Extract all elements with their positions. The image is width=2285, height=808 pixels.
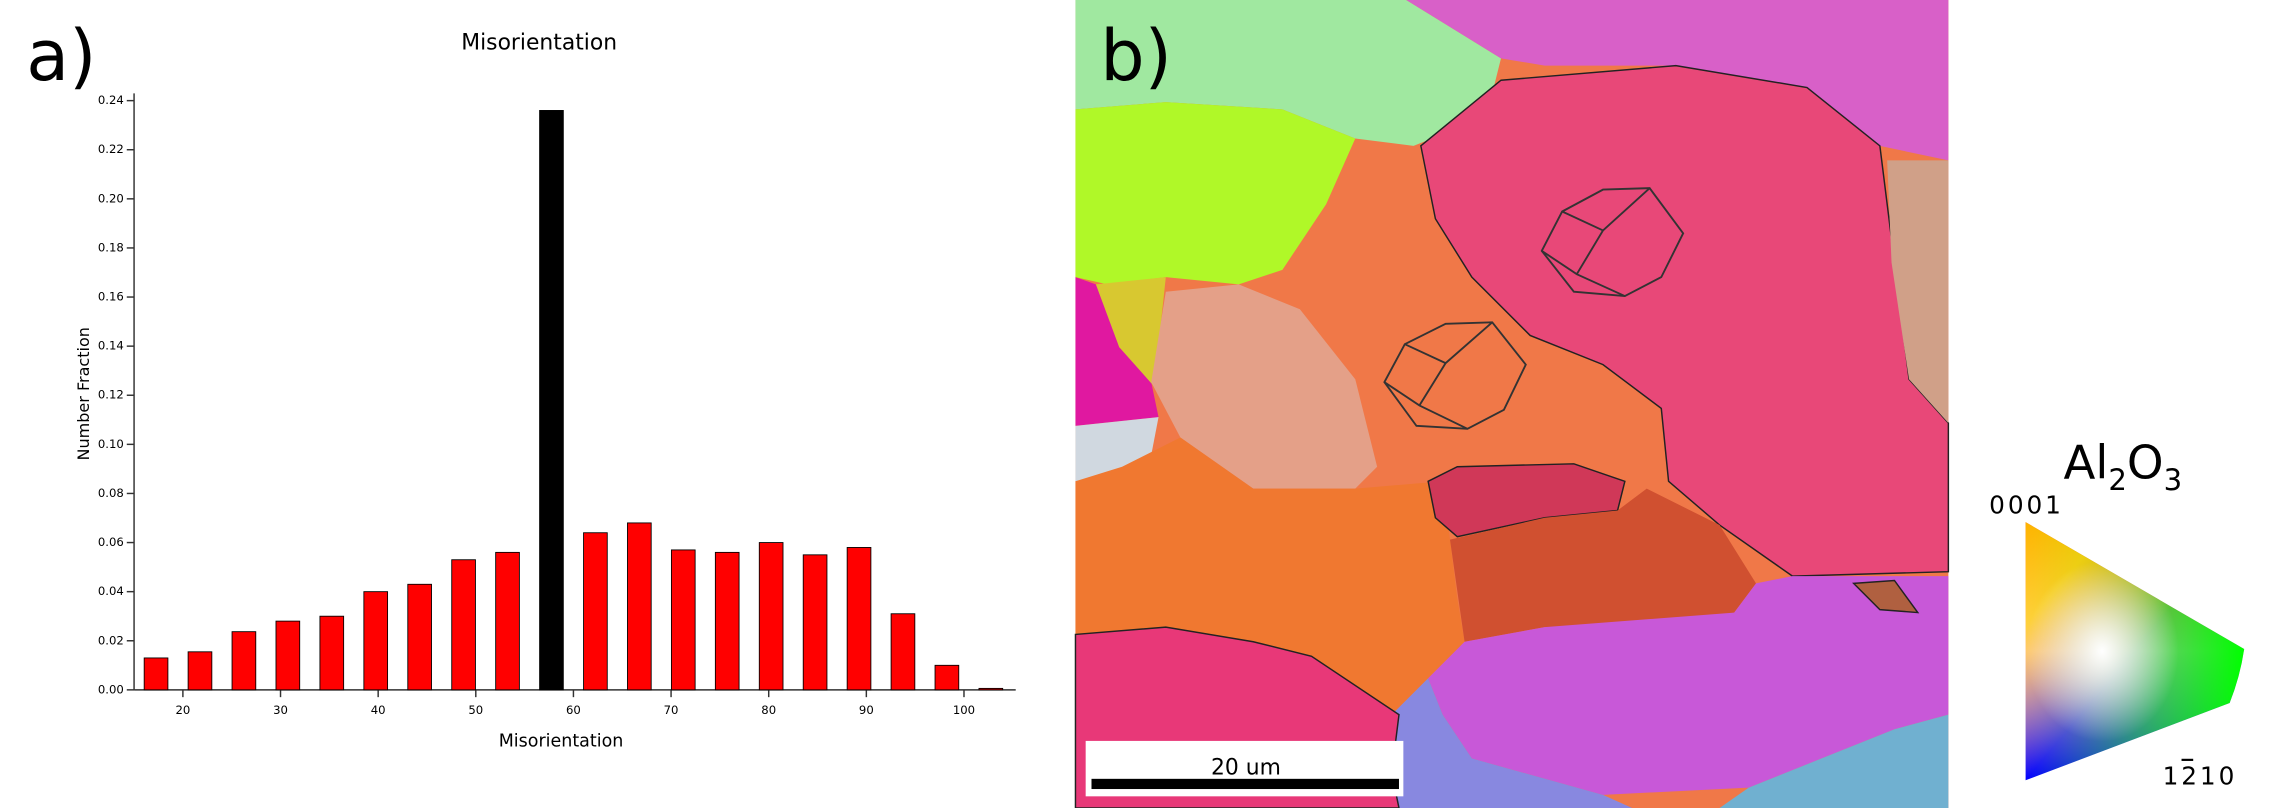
grain [1075, 102, 1356, 285]
bar [539, 110, 564, 691]
panel-label: b) [1100, 15, 1172, 97]
ipf-triangle [2025, 522, 2245, 781]
y-tick-label: 0.08 [98, 486, 124, 500]
grain [1075, 437, 1465, 715]
formula-part: O [2127, 436, 2164, 490]
bar [583, 532, 608, 691]
grain [1075, 277, 1159, 426]
orientation-map: 20 um b) [1074, 0, 1950, 808]
top-index: 0001 [1989, 490, 2064, 519]
bar [627, 522, 652, 691]
y-tick-label: 0.04 [98, 584, 124, 598]
y-tick-label: 0.18 [98, 240, 124, 254]
formula: Al2O3 [2063, 436, 2182, 497]
scale-bar [1091, 778, 1399, 790]
bar [187, 651, 213, 691]
bar [363, 591, 389, 691]
grain [1075, 417, 1159, 482]
bar [275, 620, 301, 691]
x-tick-label: 100 [953, 703, 975, 717]
x-axis-label: Misorientation [499, 732, 624, 752]
right-index: 1210 [2163, 762, 2238, 791]
bar [451, 559, 476, 691]
formula-part: 3 [2164, 463, 2183, 497]
grain [1075, 0, 1501, 146]
scale-bar-label: 20 um [1211, 756, 1281, 781]
formula-part: 2 [2108, 463, 2127, 497]
bar [231, 631, 257, 691]
grain [1719, 714, 1949, 808]
x-tick-label: 80 [761, 703, 776, 717]
y-tick-label: 0.24 [98, 93, 124, 107]
plot-area: 0.00 0.02 0.04 0.06 0.08 0.10 0.12 0.14 0.16 0.18… [98, 93, 1016, 717]
bar [846, 547, 872, 691]
panel-label: a) [26, 15, 96, 97]
x-tick-label: 20 [175, 703, 190, 717]
y-tick-label: 0.14 [98, 339, 124, 353]
y-tick-label: 0.16 [98, 290, 124, 304]
bar [495, 551, 520, 691]
y-tick-label: 0.10 [98, 437, 124, 451]
y-tick-label: 0.00 [98, 682, 124, 696]
x-tick-label: 60 [566, 703, 581, 717]
grain [1852, 579, 1920, 614]
grain [1420, 64, 1950, 577]
y-tick-label: 0.22 [98, 142, 124, 156]
x-tick-label: 30 [273, 703, 288, 717]
grain [1428, 576, 1949, 795]
grain [1449, 488, 1757, 642]
y-tick-label: 0.02 [98, 633, 124, 647]
bar [758, 542, 784, 691]
bar [978, 687, 1004, 691]
x-tick-label: 40 [371, 703, 386, 717]
grain [1095, 277, 1166, 387]
chart-title: Misorientation [461, 31, 617, 56]
grain [1406, 0, 1949, 161]
bar [890, 613, 916, 691]
bar [714, 551, 740, 691]
y-tick-label: 0.12 [98, 388, 124, 402]
bar [802, 554, 828, 691]
bar [407, 583, 432, 691]
bar [143, 657, 169, 691]
bar [934, 664, 960, 691]
x-tick-label: 50 [468, 703, 483, 717]
grain [1151, 284, 1378, 489]
y-tick-label: 0.20 [98, 191, 124, 205]
crystal-wireframe [1540, 187, 1685, 298]
bar [670, 549, 696, 691]
formula-part: Al [2063, 436, 2108, 490]
bar [319, 615, 345, 691]
x-tick-label: 90 [859, 703, 874, 717]
grain [1391, 678, 1633, 808]
ipf-legend: Al2O3 0001 1210 [1989, 436, 2245, 791]
grain [1887, 160, 1949, 423]
crystal-wireframe [1383, 321, 1527, 430]
y-axis-label: Number Fraction [74, 327, 93, 460]
y-tick-label: 0.06 [98, 535, 124, 549]
x-tick-label: 70 [664, 703, 679, 717]
